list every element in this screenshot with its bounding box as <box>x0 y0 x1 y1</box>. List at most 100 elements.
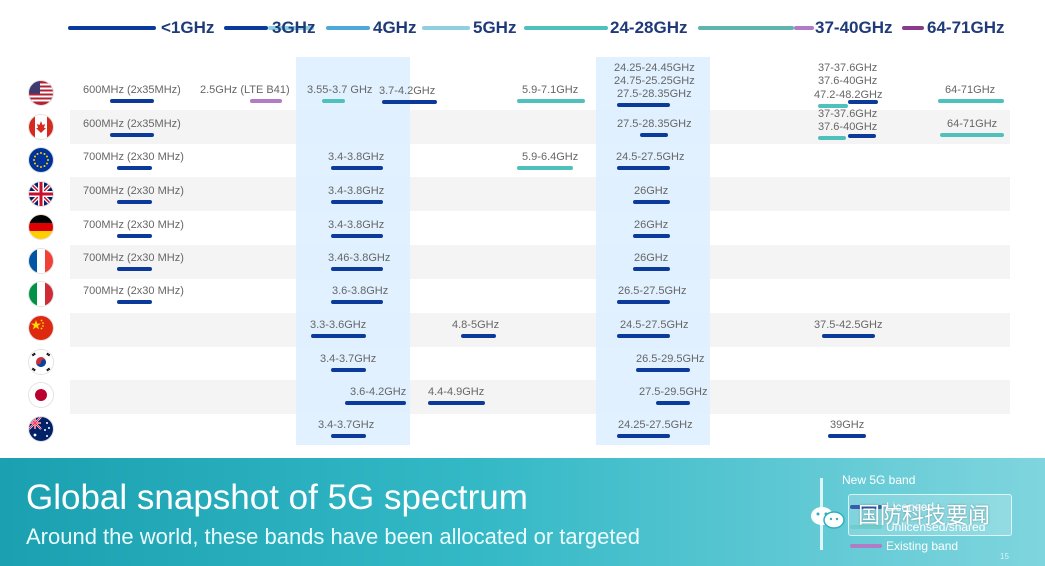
band-label: 24.75-25.25GHz <box>614 75 695 87</box>
band-label: 700MHz (2x30 MHz) <box>83 151 184 163</box>
band-label: 64-71GHz <box>945 84 996 96</box>
highlight-24-28ghz <box>596 57 710 445</box>
band-bar <box>848 100 878 104</box>
band-label: 3.6-3.8GHz <box>332 285 389 297</box>
row-band <box>70 279 1010 313</box>
legend-licensed-label: Licensed <box>886 500 935 514</box>
legend-unlicensed-label: Unlicensed/shared <box>886 520 986 534</box>
band-bar <box>331 200 383 204</box>
band-label: 24.5-27.5GHz <box>620 319 689 331</box>
band-bar <box>322 99 345 103</box>
band-bar <box>617 300 670 304</box>
band-label: 26GHz <box>634 252 669 264</box>
band-bar <box>517 99 585 103</box>
row-band <box>70 110 1010 144</box>
slide-subtitle: Around the world, these bands have been … <box>26 524 640 549</box>
row-band <box>70 414 1010 448</box>
band-label: 24.25-27.5GHz <box>618 419 693 431</box>
band-bar <box>461 334 496 338</box>
band-bar <box>633 234 670 238</box>
band-header-5: 37-40GHz <box>815 18 893 37</box>
band-label: 26.5-29.5GHz <box>636 353 705 365</box>
band-bar <box>331 267 383 271</box>
france-flag-icon <box>29 249 53 273</box>
band-bar <box>848 134 876 138</box>
band-label: 27.5-28.35GHz <box>617 118 692 130</box>
legend-title: New 5G band <box>842 473 916 487</box>
australia-flag-icon <box>29 417 53 441</box>
band-label: 3.46-3.8GHz <box>328 252 391 264</box>
legend-licensed-swatch <box>850 505 882 509</box>
row-band <box>70 346 1010 380</box>
highlight-3-4ghz <box>296 57 410 445</box>
band-bar <box>818 104 848 108</box>
band-header-4: 24-28GHz <box>610 18 688 37</box>
watermark-box <box>848 494 1012 536</box>
band-label: 4.8-5GHz <box>452 319 500 331</box>
page-number: 15 <box>1000 552 1009 561</box>
row-band <box>70 177 1010 211</box>
row-band <box>70 380 1010 414</box>
band-bar <box>345 401 406 405</box>
band-label: 3.4-3.8GHz <box>328 151 385 163</box>
band-bar <box>110 99 154 103</box>
header-line-segment <box>268 26 314 30</box>
eu-flag-icon <box>29 148 53 172</box>
germany-flag-icon <box>29 215 53 239</box>
band-bar <box>517 166 573 170</box>
us-flag-icon <box>29 81 53 105</box>
wechat-icon <box>811 507 845 529</box>
band-header-6: 64-71GHz <box>927 18 1005 37</box>
canada-flag-icon <box>29 115 53 139</box>
band-bar <box>117 267 152 271</box>
header-line-segment <box>524 26 608 30</box>
band-bar <box>331 368 366 372</box>
row-band <box>70 245 1010 279</box>
band-bar <box>617 166 670 170</box>
japan-flag-icon <box>29 383 53 407</box>
band-bar <box>331 166 383 170</box>
korea-flag-icon <box>29 350 53 374</box>
band-label: 37.6-40GHz <box>818 75 878 87</box>
band-bar <box>117 166 152 170</box>
band-label: 37-37.6GHz <box>818 108 878 120</box>
band-bar <box>656 401 690 405</box>
band-label: 3.3-3.6GHz <box>310 319 367 331</box>
band-label: 600MHz (2x35MHz) <box>83 118 181 130</box>
band-bar <box>633 200 670 204</box>
header-line-segment <box>224 26 268 30</box>
band-header-2: 4GHz <box>373 18 417 37</box>
uk-flag-icon <box>29 182 53 206</box>
footer-banner <box>0 458 1045 566</box>
band-bar <box>938 99 1004 103</box>
band-label: 600MHz (2x35MHz) <box>83 84 181 96</box>
band-bar <box>117 300 152 304</box>
row-band <box>70 211 1010 245</box>
band-bar <box>250 99 282 103</box>
band-bar <box>311 334 366 338</box>
band-bar <box>428 401 485 405</box>
band-bar <box>382 100 437 104</box>
band-bar <box>110 133 154 137</box>
band-bar <box>617 334 670 338</box>
band-label: 2.5GHz (LTE B41) <box>200 84 290 96</box>
header-line-segment <box>698 26 794 30</box>
band-label: 27.5-28.35GHz <box>617 88 692 100</box>
header-line-segment <box>326 26 370 30</box>
band-bar <box>117 200 152 204</box>
band-label: 26GHz <box>634 219 669 231</box>
italy-flag-icon <box>29 282 53 306</box>
row-band <box>70 313 1010 347</box>
band-bar <box>633 267 670 271</box>
band-bar <box>331 234 383 238</box>
band-label: 37.6-40GHz <box>818 121 878 133</box>
band-label: 3.4-3.7GHz <box>318 419 375 431</box>
watermark-text: 国防科技要闻 <box>858 503 991 528</box>
legend-existing-label: Existing band <box>886 539 959 553</box>
band-header-3: 5GHz <box>473 18 517 37</box>
band-label: 4.4-4.9GHz <box>428 386 485 398</box>
band-bar <box>331 434 366 438</box>
band-label: 3.55-3.7 GHz <box>307 84 373 96</box>
header-line-segment <box>794 26 814 30</box>
